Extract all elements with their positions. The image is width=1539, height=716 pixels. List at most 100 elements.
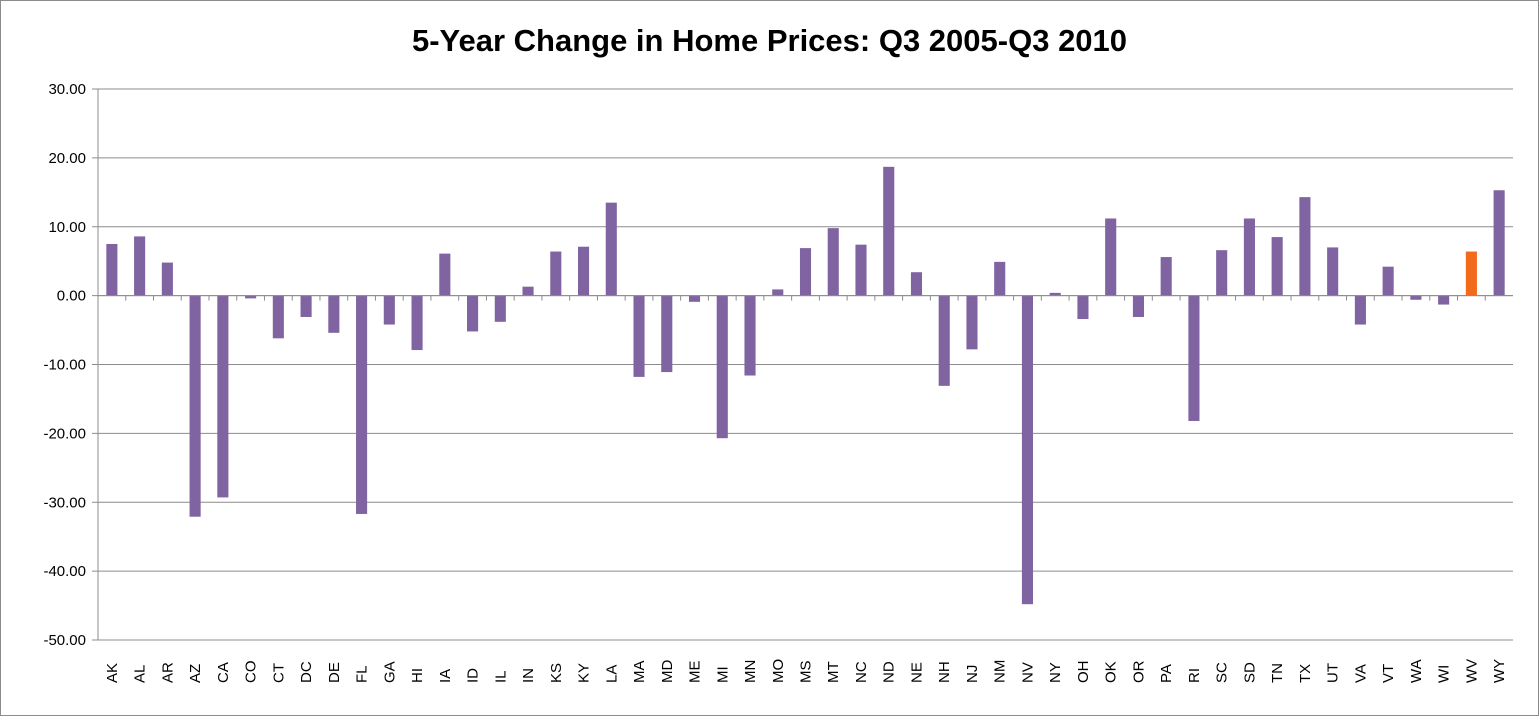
x-tick-label: ID <box>465 668 482 683</box>
bar-mt <box>827 228 839 296</box>
x-tick-label: OR <box>1130 660 1147 683</box>
x-tick-label: MT <box>825 661 842 683</box>
bar-wa <box>1410 295 1422 300</box>
y-tick-label: -50.00 <box>43 632 86 649</box>
y-tick-label: -30.00 <box>43 494 86 511</box>
bar-dc <box>300 295 312 317</box>
y-tick-label: -40.00 <box>43 563 86 580</box>
x-tick-label: MA <box>631 661 648 684</box>
x-tick-label: VT <box>1380 664 1397 683</box>
bar-tx <box>1299 197 1311 296</box>
bar-mo <box>772 289 784 296</box>
bar-sd <box>1243 218 1255 296</box>
x-tick-label: TX <box>1297 664 1314 683</box>
bar-in <box>522 286 534 296</box>
x-tick-label: KS <box>548 663 565 683</box>
bar-nj <box>966 295 978 350</box>
bar-wy <box>1493 190 1505 296</box>
bar-ks <box>550 251 562 296</box>
bar-ky <box>577 246 590 296</box>
bar-id <box>467 295 479 332</box>
bar-ma <box>633 295 645 377</box>
x-tick-label: AK <box>104 663 121 683</box>
x-tick-label: VA <box>1352 664 1369 683</box>
x-tick-label: WA <box>1408 659 1425 683</box>
x-tick-label: CA <box>215 662 232 683</box>
bar-fl <box>356 295 368 514</box>
bar-vt <box>1382 266 1394 296</box>
bar-la <box>605 202 617 296</box>
x-tick-label: MO <box>770 659 787 683</box>
x-tick-label: IL <box>492 670 509 683</box>
bar-me <box>688 295 701 302</box>
x-tick-label: OH <box>1075 661 1092 684</box>
bar-ri <box>1188 295 1200 421</box>
bar-va <box>1354 295 1366 325</box>
gridlines <box>98 88 1513 641</box>
x-tick-label: OK <box>1103 661 1120 683</box>
bar-de <box>328 295 340 333</box>
bar-ar <box>161 262 173 296</box>
bar-az <box>189 295 201 517</box>
x-tick-label: TN <box>1269 663 1286 683</box>
x-tick-label: DC <box>298 661 315 683</box>
bar-il <box>494 295 506 322</box>
bar-nc <box>855 244 867 296</box>
bar-nv <box>1021 295 1034 605</box>
bars <box>106 166 1505 605</box>
x-tick-label: UT <box>1325 663 1342 683</box>
x-tick-label: NE <box>908 662 925 683</box>
x-tick-label: ME <box>687 661 704 684</box>
bar-ak <box>106 243 118 296</box>
x-tick-label: AL <box>132 665 149 683</box>
x-tick-label: CT <box>270 663 287 683</box>
bar-wi <box>1438 295 1450 305</box>
y-tick-label: 20.00 <box>48 150 86 167</box>
x-tick-label: SC <box>1214 662 1231 683</box>
x-tick-label: DE <box>326 662 343 683</box>
y-tick-label: 30.00 <box>48 81 86 98</box>
x-tick-label: MI <box>714 666 731 683</box>
y-tick-label: 0.00 <box>57 288 86 305</box>
bar-ia <box>439 253 451 296</box>
bar-ne <box>910 272 923 296</box>
bar-sc <box>1216 250 1228 296</box>
y-tick-label: 10.00 <box>48 219 86 236</box>
bar-oh <box>1077 295 1089 320</box>
bar-ny <box>1049 292 1061 296</box>
bar-mi <box>716 295 728 439</box>
bar-tn <box>1271 237 1283 296</box>
x-tick-label: SD <box>1241 662 1258 683</box>
y-tick-label: -20.00 <box>43 425 86 442</box>
bar-co <box>245 295 257 299</box>
x-tick-label: RI <box>1186 668 1203 683</box>
bar-mn <box>744 295 756 376</box>
bar-wv <box>1465 251 1477 296</box>
x-tick-label: FL <box>354 665 371 683</box>
x-tick-label: AZ <box>187 664 204 683</box>
x-tick-label: MS <box>798 661 815 684</box>
bar-ct <box>272 295 284 339</box>
y-tick-label: -10.00 <box>43 357 86 374</box>
x-tick-label: AR <box>159 662 176 683</box>
bar-hi <box>411 295 423 351</box>
x-tick-label: NM <box>992 660 1009 683</box>
x-tick-label: MD <box>659 660 676 683</box>
x-tick-label: LA <box>603 665 620 683</box>
x-tick-label: PA <box>1158 664 1175 683</box>
axes <box>92 88 1513 641</box>
bar-ut <box>1327 247 1339 296</box>
x-tick-label: CO <box>243 661 260 684</box>
bar-ok <box>1105 218 1117 296</box>
bar-ms <box>799 248 812 296</box>
bar-ca <box>217 295 229 498</box>
bar-nh <box>938 295 950 386</box>
bar-or <box>1132 295 1144 317</box>
x-tick-label: NY <box>1047 662 1064 683</box>
x-tick-label: NC <box>853 661 870 683</box>
bar-nm <box>994 261 1006 296</box>
tick-labels: 30.00 20.00 10.00 0.00 -10.00 -20.00 -30.00 -40… <box>43 81 1508 683</box>
x-tick-label: IA <box>437 669 454 683</box>
bar-nd <box>883 166 895 296</box>
